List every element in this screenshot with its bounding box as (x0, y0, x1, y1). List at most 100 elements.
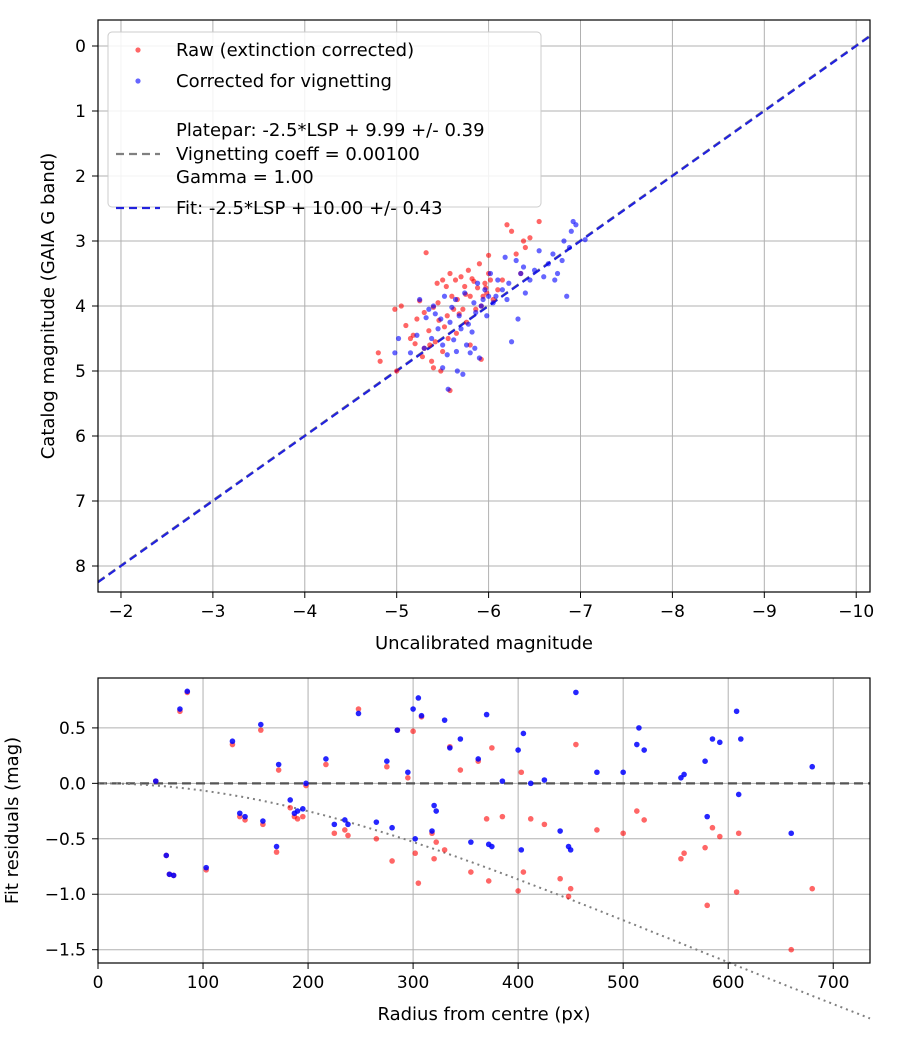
legend-marker (135, 47, 141, 53)
x-tick-label: −10 (838, 602, 874, 622)
y-tick-label: 7 (75, 492, 86, 512)
residual-point (717, 739, 723, 746)
residual-point (541, 821, 548, 828)
y-tick-label: 0 (75, 37, 86, 57)
data-point (407, 350, 414, 356)
residual-point (410, 706, 416, 712)
legend-marker (135, 78, 141, 84)
residual-point (475, 756, 482, 762)
x-tick-label: −3 (200, 602, 225, 622)
y-tick-label: 8 (75, 557, 86, 577)
data-point (504, 222, 510, 228)
residual-point (641, 747, 647, 753)
data-point (417, 296, 423, 303)
data-point (552, 277, 558, 283)
residual-point (499, 778, 506, 784)
residual-point (681, 771, 687, 778)
residual-point (809, 885, 816, 892)
y-tick-label: 5 (75, 362, 86, 382)
data-point (472, 345, 478, 351)
data-point (447, 270, 453, 277)
data-point (435, 326, 441, 332)
residual-point (489, 745, 495, 751)
residual-point (702, 844, 708, 851)
x-tick-label: 200 (292, 973, 324, 993)
residual-point (483, 816, 490, 822)
residual-point (300, 806, 306, 812)
residual-point (641, 817, 647, 823)
residual-point (457, 736, 464, 742)
residual-point (355, 706, 362, 712)
residual-point (565, 893, 572, 900)
residual-point (273, 843, 280, 850)
residual-point (373, 835, 380, 842)
residual-point (709, 824, 716, 831)
data-point (545, 261, 551, 267)
residual-point (557, 875, 563, 882)
residual-point (717, 833, 723, 840)
data-point (471, 300, 477, 306)
residual-point (433, 808, 440, 814)
residual-point (415, 695, 422, 701)
residual-point (184, 688, 191, 695)
residual-point (738, 736, 744, 742)
data-point (462, 283, 468, 290)
residual-point (431, 855, 437, 862)
x-tick-label: 600 (712, 973, 744, 993)
residual-point (483, 711, 490, 718)
data-point (474, 280, 481, 286)
x-tick-label: 0 (93, 973, 104, 993)
data-point (421, 309, 427, 316)
data-point (467, 293, 473, 299)
data-point (460, 306, 466, 312)
residual-point (415, 880, 422, 886)
residual-point (520, 730, 527, 737)
data-point (467, 342, 473, 348)
residual-point (634, 808, 640, 814)
residual-point (431, 802, 437, 809)
residual-point (418, 712, 425, 719)
residual-point (389, 858, 395, 864)
legend-label: Platepar: -2.5*LSP + 9.99 +/- 0.39 (176, 120, 485, 141)
data-point (527, 235, 533, 241)
residual-point (567, 885, 574, 892)
y-tick-label: −1.5 (45, 941, 86, 961)
residual-point (323, 756, 329, 762)
data-point (395, 335, 402, 342)
residual-point (527, 816, 534, 822)
residual-point (520, 869, 527, 875)
data-point (452, 277, 459, 283)
bottom-x-ticks: 0 100 200 300 400 500 600 700 (93, 963, 849, 993)
x-tick-label: 400 (502, 973, 534, 993)
residual-point (229, 738, 236, 745)
data-point (432, 311, 438, 317)
data-point (443, 283, 449, 290)
x-tick-label: 500 (607, 973, 639, 993)
data-point (423, 315, 429, 321)
data-point (452, 296, 459, 303)
data-point (432, 339, 438, 345)
residual-point (433, 839, 440, 845)
x-tick-label: −2 (108, 602, 133, 622)
data-point (506, 280, 512, 286)
data-point (463, 342, 470, 348)
residual-point (634, 741, 640, 748)
residual-point (573, 741, 579, 748)
residual-point (468, 869, 474, 875)
data-point (490, 300, 496, 306)
residual-point (447, 745, 453, 751)
y-tick-label: 2 (75, 167, 86, 187)
residual-point (681, 850, 687, 857)
residual-point (518, 769, 525, 776)
data-point (426, 306, 432, 312)
data-point (447, 319, 453, 325)
residual-point (412, 835, 419, 842)
residual-point (236, 810, 243, 817)
residual-point (294, 816, 301, 822)
data-point (504, 296, 510, 303)
data-point (487, 277, 494, 283)
data-point (458, 326, 464, 332)
top-scatter-plot: −2 −3 −4 −5 −6 −7 −8 −9 −10 0 1 2 3 4 5 6 7 8 Uncalibrat… (38, 19, 874, 654)
data-point (487, 270, 494, 277)
data-point (419, 354, 426, 360)
